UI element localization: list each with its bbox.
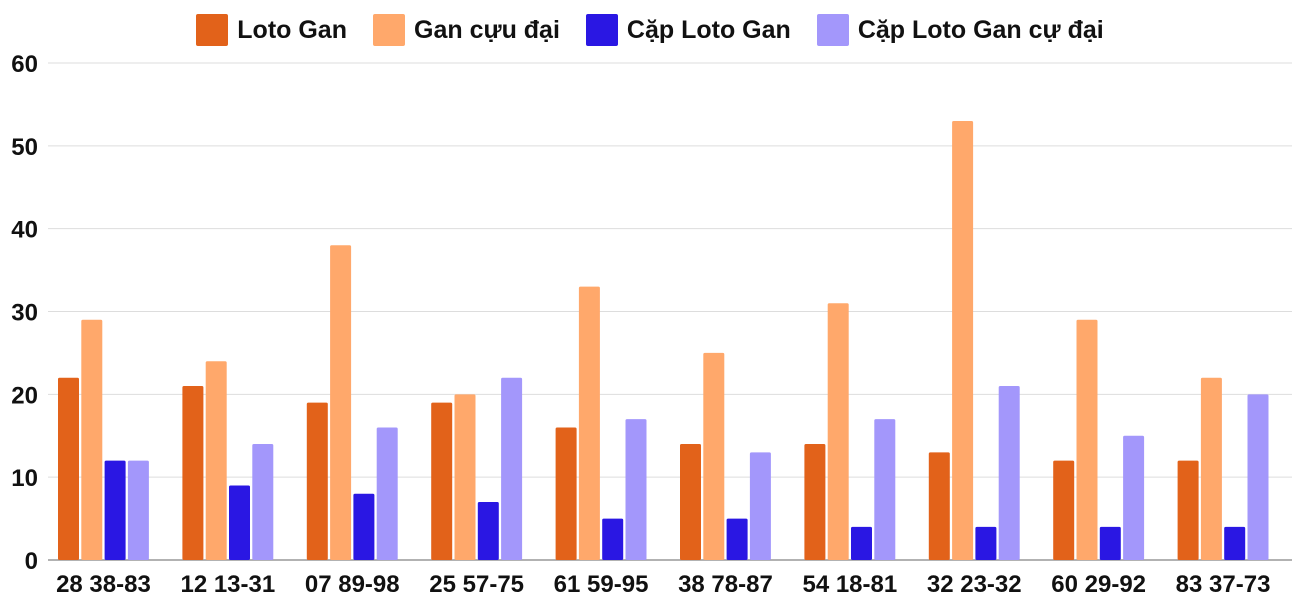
bar-54-18-81-series-0[interactable] xyxy=(804,444,826,560)
x-tick-label-1: 12 13-31 xyxy=(180,571,275,598)
legend-item-cap-loto-gan-cu-dai[interactable]: Cặp Loto Gan cự đại xyxy=(816,14,1104,46)
bar-32-23-32-series-0[interactable] xyxy=(928,452,950,560)
x-tick-label-2: 07 89-98 xyxy=(305,571,400,598)
bar-61-59-95-series-2[interactable] xyxy=(602,518,624,560)
legend-label-gan-cuu-dai: Gan cựu đại xyxy=(414,15,560,44)
legend-label-cap-loto-gan-cu-dai: Cặp Loto Gan cự đại xyxy=(857,15,1104,44)
bar-32-23-32-series-3[interactable] xyxy=(998,386,1020,560)
legend-item-cap-loto-gan[interactable]: Cặp Loto Gan xyxy=(585,14,791,46)
x-tick-label-3: 25 57-75 xyxy=(429,571,524,598)
bar-12-13-31-series-1[interactable] xyxy=(205,361,227,560)
bar-38-78-87-series-2[interactable] xyxy=(726,518,748,560)
legend-item-gan-cuu-dai[interactable]: Gan cựu đại xyxy=(373,14,560,46)
bar-12-13-31-series-2[interactable] xyxy=(229,485,250,560)
x-tick-label-4: 61 59-95 xyxy=(554,571,649,598)
bar-83-37-73-series-3[interactable] xyxy=(1247,394,1269,560)
bar-07-89-98-series-2[interactable] xyxy=(353,493,375,560)
x-axis-ticks: 28 38-83 12 13-31 07 89-98 25 57-75 61 59-95… xyxy=(56,571,1270,598)
legend-item-loto-gan[interactable]: Loto Gan xyxy=(196,14,347,46)
bar-12-13-31-series-3[interactable] xyxy=(252,444,274,560)
bar-38-78-87-series-1[interactable] xyxy=(703,352,725,560)
bar-12-13-31-series-0[interactable] xyxy=(182,386,204,560)
bar-83-37-73-series-1[interactable] xyxy=(1200,377,1222,560)
bar-38-78-87-series-3[interactable] xyxy=(749,452,771,560)
bar-54-18-81-series-1[interactable] xyxy=(827,303,849,560)
legend-swatch-gan-cuu-dai xyxy=(373,14,405,46)
bar-25-57-75-series-2[interactable] xyxy=(477,502,499,560)
bar-32-23-32-series-2[interactable] xyxy=(975,526,997,560)
y-tick-label-30: 30 xyxy=(11,300,38,327)
bar-38-78-87-series-0[interactable] xyxy=(680,444,701,560)
legend-swatch-cap-loto-gan-cu-dai xyxy=(816,14,849,46)
bar-83-37-73-series-0[interactable] xyxy=(1177,460,1199,560)
x-tick-label-7: 32 23-32 xyxy=(927,571,1022,598)
x-tick-label-6: 54 18-81 xyxy=(802,571,897,598)
bar-83-37-73-series-2[interactable] xyxy=(1224,526,1246,560)
y-axis-ticks: 0 10 20 30 40 50 60 xyxy=(11,51,38,575)
bar-32-23-32-series-1[interactable] xyxy=(952,120,974,560)
bar-28-38-83-series-0[interactable] xyxy=(58,377,79,560)
bar-25-57-75-series-3[interactable] xyxy=(501,377,523,560)
bar-60-29-92-series-2[interactable] xyxy=(1099,526,1121,560)
bar-60-29-92-series-1[interactable] xyxy=(1076,319,1098,560)
x-tick-label-8: 60 29-92 xyxy=(1051,571,1146,598)
bar-60-29-92-series-3[interactable] xyxy=(1123,435,1145,560)
bar-28-38-83-series-2[interactable] xyxy=(104,460,126,560)
chart-legend: Loto Gan Gan cựu đại Cặp Loto Gan Cặp Lo… xyxy=(0,12,1300,48)
x-tick-label-9: 83 37-73 xyxy=(1176,571,1271,598)
bar-28-38-83-series-1[interactable] xyxy=(81,319,103,560)
bar-61-59-95-series-1[interactable] xyxy=(578,286,600,560)
y-tick-label-10: 10 xyxy=(11,465,38,492)
legend-label-cap-loto-gan: Cặp Loto Gan xyxy=(626,15,791,44)
y-tick-label-60: 60 xyxy=(11,51,38,78)
y-tick-label-50: 50 xyxy=(11,134,38,161)
bar-61-59-95-series-3[interactable] xyxy=(625,419,647,560)
bar-61-59-95-series-0[interactable] xyxy=(555,427,577,560)
bar-07-89-98-series-3[interactable] xyxy=(376,427,398,560)
bar-54-18-81-series-3[interactable] xyxy=(874,419,896,560)
bar-60-29-92-series-0[interactable] xyxy=(1053,460,1075,560)
y-tick-label-0: 0 xyxy=(25,548,38,575)
legend-swatch-loto-gan xyxy=(196,14,229,46)
y-tick-label-40: 40 xyxy=(11,217,38,244)
bar-54-18-81-series-2[interactable] xyxy=(851,526,872,560)
bar-07-89-98-series-0[interactable] xyxy=(306,402,328,560)
bar-07-89-98-series-1[interactable] xyxy=(330,245,352,560)
x-tick-label-0: 28 38-83 xyxy=(56,571,151,598)
bar-25-57-75-series-1[interactable] xyxy=(454,394,476,560)
legend-label-loto-gan: Loto Gan xyxy=(237,15,347,44)
bars xyxy=(58,120,1269,560)
bar-28-38-83-series-3[interactable] xyxy=(127,460,149,560)
bar-25-57-75-series-0[interactable] xyxy=(431,402,453,560)
y-tick-label-20: 20 xyxy=(11,382,38,409)
legend-swatch-cap-loto-gan xyxy=(585,14,618,46)
x-tick-label-5: 38 78-87 xyxy=(678,571,773,598)
